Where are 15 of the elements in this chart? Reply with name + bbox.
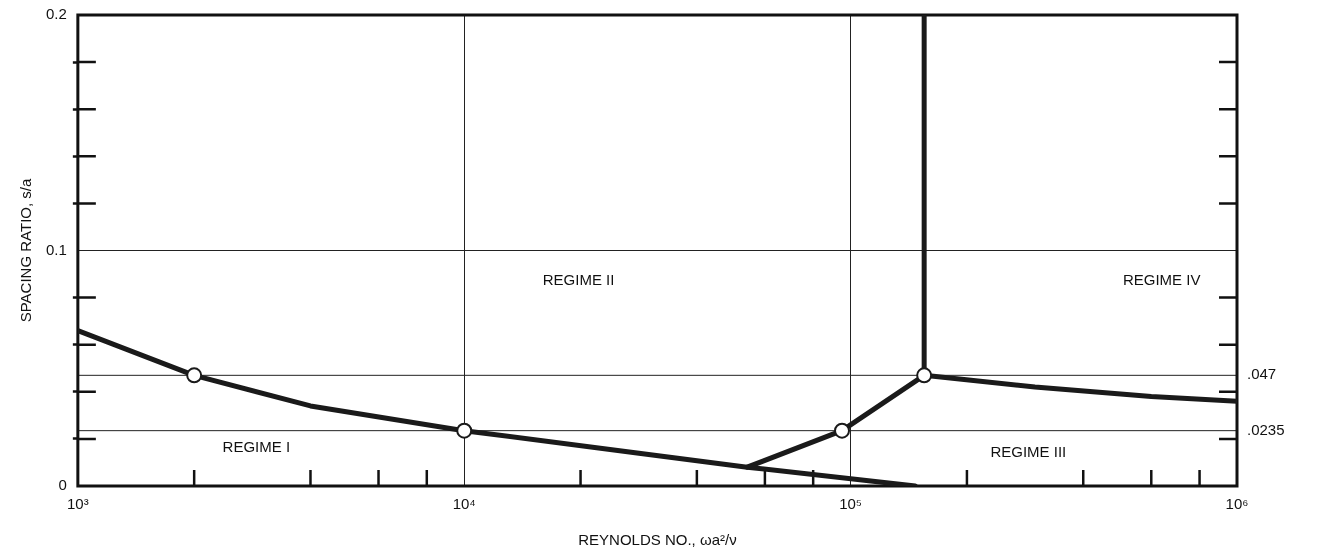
y-axis-title: SPACING RATIO, s/a — [17, 178, 35, 323]
y-tick-label: 0.1 — [45, 240, 67, 258]
y-tick-label: 0.2 — [45, 5, 67, 23]
x-tick-label: 10³ — [67, 495, 89, 513]
x-tick-label: 10⁶ — [1225, 495, 1249, 513]
annotation: REGIME III — [990, 443, 1067, 461]
x-tick-label: 10⁵ — [839, 495, 863, 513]
annotation: REGIME II — [542, 271, 615, 289]
annotation: REGIME IV — [1122, 271, 1201, 289]
x-axis-title: REYNOLDS NO., ωa²/ν — [578, 531, 737, 549]
y-tick-label: 0 — [58, 476, 67, 494]
ref-line-label: .047 — [1247, 365, 1277, 383]
annotation: REGIME I — [222, 438, 291, 456]
x-tick-label: 10⁴ — [452, 495, 476, 513]
ref-line-label: .0235 — [1247, 420, 1285, 438]
